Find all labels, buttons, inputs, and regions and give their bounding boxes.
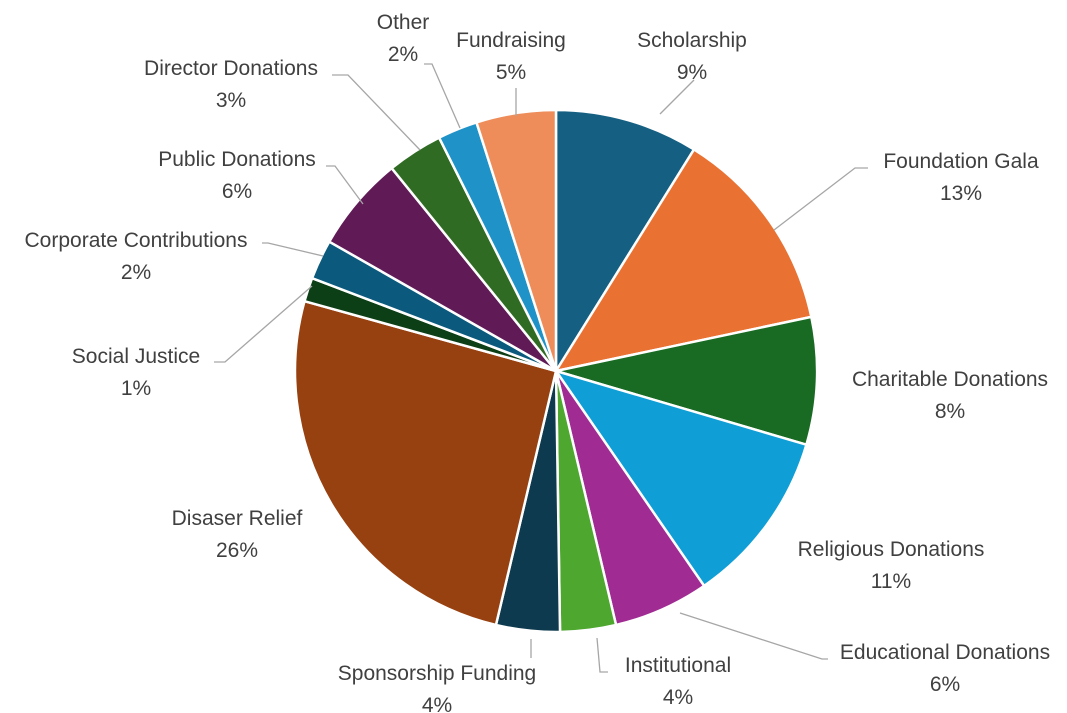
slice-category-label: Scholarship [637,29,747,52]
slice-percent-label: 5% [496,61,526,84]
slice-percent-label: 2% [388,43,418,66]
slice-percent-label: 11% [871,570,911,593]
pie-slice-disaser-relief [293,299,558,627]
slice-label: Scholarship 9% [637,29,747,84]
slice-label: Fundraising 5% [456,29,566,84]
leader-line [262,242,324,257]
slice-category-label: Disaser Relief [172,507,303,530]
pie-slice-scholarship [554,108,696,376]
slice-label: Institutional 4% [625,654,731,709]
leader-line [214,285,313,363]
slice-label: Other 2% [377,11,430,66]
slice-percent-label: 4% [422,694,452,713]
slice-label: Social Justice 1% [72,345,200,400]
slice-category-label: Director Donations [144,57,318,80]
slice-label: Director Donations 3% [144,57,318,112]
leader-line [773,167,868,231]
leader-line [332,74,421,151]
slice-percent-label: 9% [677,61,707,84]
pie-slice-foundation-gala [553,147,813,373]
pie-slice-charitable-donations [555,315,819,447]
slice-label: Educational Donations 6% [840,641,1050,696]
slice-percent-label: 3% [216,89,246,112]
slice-percent-label: 6% [930,673,960,696]
slice-category-label: Corporate Contributions [25,229,248,252]
leader-line [659,79,695,115]
slice-category-label: Fundraising [456,29,566,52]
slice-category-label: Public Donations [158,148,316,171]
slice-label: Charitable Donations 8% [852,368,1048,423]
leader-line [326,165,364,205]
slice-percent-label: 1% [121,377,151,400]
slice-category-label: Charitable Donations [852,368,1048,391]
slice-percent-label: 8% [935,400,965,423]
leader-line [679,612,828,660]
pie-slice-religious-donations [552,368,808,588]
slice-label: Disaser Relief 26% [172,507,303,562]
slice-percent-label: 2% [121,261,151,284]
slice-category-label: Social Justice [72,345,200,368]
slice-percent-label: 13% [940,182,982,205]
slice-labels: Scholarship 9% Foundation Gala 13% Charitabl… [25,11,1051,713]
slice-label: Corporate Contributions 2% [25,229,248,284]
slice-label: Religious Donations 11% [798,538,985,593]
slice-percent-label: 4% [663,686,693,709]
slice-category-label: Other [377,11,430,34]
leader-lines [214,63,868,673]
slice-label: Public Donations 6% [158,148,316,203]
slice-percent-label: 26% [216,539,258,562]
slice-category-label: Sponsorship Funding [338,662,536,685]
leader-line [424,63,461,129]
slice-category-label: Institutional [625,654,731,677]
pie-slices [293,108,819,634]
leader-line [596,637,608,673]
slice-label: Sponsorship Funding 4% [338,662,536,713]
slice-category-label: Educational Donations [840,641,1050,664]
slice-category-label: Foundation Gala [883,150,1039,173]
slice-percent-label: 6% [222,180,252,203]
slice-label: Foundation Gala 13% [883,150,1039,205]
slice-category-label: Religious Donations [798,538,985,561]
